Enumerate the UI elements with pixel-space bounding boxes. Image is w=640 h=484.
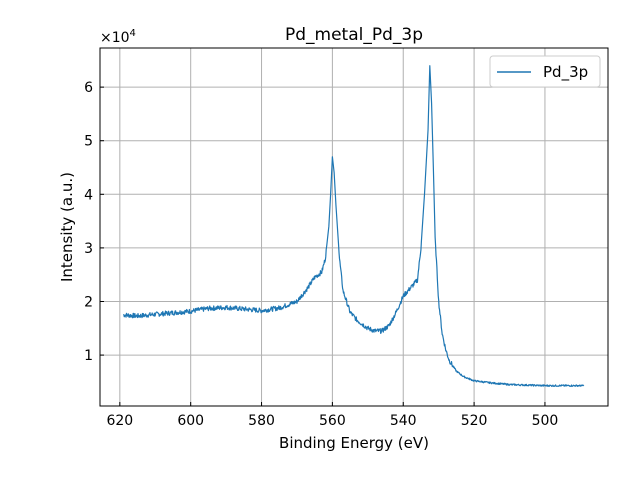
- x-tick-label: 560: [319, 413, 346, 429]
- grid: [100, 48, 608, 406]
- y-scale-label: ×104: [100, 28, 136, 46]
- series-line-Pd_3p: [123, 65, 585, 388]
- x-tick-label: 540: [390, 413, 417, 429]
- x-tick-label: 580: [248, 413, 275, 429]
- y-tick-label: 2: [84, 294, 93, 310]
- y-scale-exponent: 4: [130, 28, 136, 39]
- legend-box: [489, 55, 601, 88]
- legend: Pd_3p: [489, 55, 601, 88]
- y-axis-label: Intensity (a.u.): [58, 172, 76, 282]
- x-tick-label: 500: [532, 413, 559, 429]
- y-tick-label: 3: [84, 241, 93, 257]
- series-layer: [123, 65, 585, 388]
- x-tick-label: 620: [106, 413, 133, 429]
- x-axis-label: Binding Energy (eV): [279, 434, 429, 452]
- x-tick-label: 520: [461, 413, 488, 429]
- plot-frame: [99, 47, 609, 407]
- chart-title: Pd_metal_Pd_3p: [285, 25, 423, 45]
- y-tick-label: 1: [84, 348, 93, 364]
- x-tick-label: 600: [177, 413, 204, 429]
- ticks: 620 600 580 560 540 520 500 1 2 3 4 5 6: [84, 80, 558, 429]
- y-tick-label: 4: [84, 187, 93, 203]
- y-tick-label: 5: [84, 134, 93, 150]
- y-tick-label: 6: [84, 80, 93, 96]
- legend-label: Pd_3p: [543, 63, 588, 82]
